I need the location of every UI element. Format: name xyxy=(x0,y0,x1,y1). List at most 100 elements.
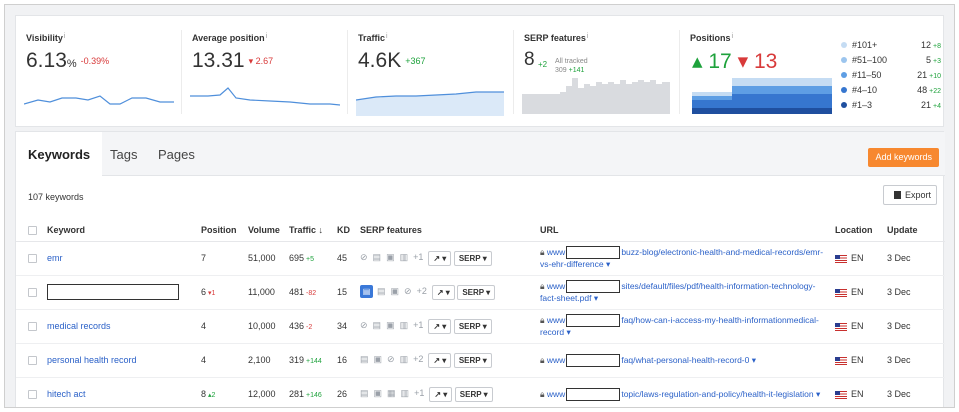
visibility-metric[interactable]: Visibilityi 6.13% -0.39% xyxy=(16,16,181,128)
keyword-link[interactable]: personal health record xyxy=(47,354,137,365)
kd-value: 16 xyxy=(337,343,360,378)
traffic-delta: +367 xyxy=(405,56,426,67)
serp-button[interactable]: SERP ▾ xyxy=(454,386,493,402)
positions-down: ▾ 13 xyxy=(737,50,778,73)
column-header-volume[interactable]: Volume xyxy=(248,219,289,242)
row-checkbox[interactable] xyxy=(28,287,37,297)
serp-features-metric[interactable]: SERP featuresi 8 +2 All tracked 309 +141 xyxy=(514,16,679,128)
image-pack-icon: ▤ xyxy=(372,252,382,263)
url-path[interactable]: faq/how-can-i-access-my-health-informati… xyxy=(540,314,819,337)
more-features-count: +2 xyxy=(413,354,424,365)
serp-button[interactable]: SERP ▾ xyxy=(453,352,492,368)
column-header-kd[interactable]: KD xyxy=(337,219,360,242)
average-position-metric[interactable]: Average positioni 13.31 ▾ 2.67 xyxy=(182,16,347,128)
trend-button[interactable]: ↗ ▾ xyxy=(431,284,455,300)
positions-legend: #101+ 12 +8 #51–100 5 +3 #11–50 21 +10 #4–10 48… xyxy=(841,40,941,115)
featured-snippet-icon: ▤ xyxy=(360,285,373,299)
serp-button[interactable]: SERP ▾ xyxy=(453,318,492,334)
positions-metric[interactable]: Positionsi ▴ 17 ▾ 13 xyxy=(680,16,840,128)
row-checkbox[interactable] xyxy=(28,356,37,366)
legend-item[interactable]: #11–50 21 +10 xyxy=(841,70,941,85)
url-path[interactable]: sites/default/files/pdf/health-informati… xyxy=(540,280,816,303)
keyword-link[interactable]: emr xyxy=(47,252,63,263)
traffic-value: 481 xyxy=(289,287,305,297)
url-prefix[interactable]: www xyxy=(546,388,566,399)
position-delta: ▾1 xyxy=(208,290,216,297)
url-path[interactable]: topic/laws-regulation-and-policy/health-… xyxy=(621,388,821,399)
lock-icon: 🔒︎ xyxy=(540,388,545,399)
column-header-serp-features[interactable]: SERP features xyxy=(360,219,540,242)
url-prefix[interactable]: www xyxy=(546,246,566,257)
table-row[interactable]: medical records 4 10,000 436 -2 34 ⊘ ▤ ▣ ▥ +1… xyxy=(16,309,945,344)
lock-icon: 🔒︎ xyxy=(540,314,545,325)
legend-item[interactable]: #51–100 5 +3 xyxy=(841,55,941,70)
table-row[interactable]: 6 ▾1 11,000 481 -82 15 ▤ ▤ ▣ ⊘ +2 ↗ ▾ SERP ▾ 🔒︎… xyxy=(16,275,945,310)
tab-tags[interactable]: Tags xyxy=(110,147,138,162)
tab-pages[interactable]: Pages xyxy=(158,147,195,162)
lock-icon: 🔒︎ xyxy=(540,280,545,291)
serp-features-delta: +2 xyxy=(538,60,548,69)
column-header-keyword[interactable]: Keyword xyxy=(47,224,86,235)
trend-button[interactable]: ↗ ▾ xyxy=(428,352,452,368)
sitelinks-icon: ▥ xyxy=(399,354,409,365)
us-flag-icon xyxy=(835,288,847,297)
trend-button[interactable]: ↗ ▾ xyxy=(428,318,452,334)
traffic-delta: -2 xyxy=(306,324,313,331)
dot-icon xyxy=(841,102,847,108)
faq-icon: ▣ xyxy=(386,320,395,331)
add-keywords-button[interactable]: Add keywords xyxy=(868,148,939,167)
traffic-value: 695 xyxy=(289,253,305,263)
tab-keywords[interactable]: Keywords xyxy=(16,132,103,177)
row-checkbox[interactable] xyxy=(28,254,37,264)
redacted-keyword xyxy=(47,284,179,300)
keyword-link[interactable]: hitech act xyxy=(47,388,86,399)
position-value: 7 xyxy=(201,253,207,263)
keywords-panel: Keywords Tags Pages Add keywords 107 key… xyxy=(15,131,945,407)
column-header-traffic[interactable]: Traffic ↓ xyxy=(289,219,337,242)
row-checkbox[interactable] xyxy=(28,390,37,400)
legend-item[interactable]: #101+ 12 +8 xyxy=(841,40,941,55)
table-row[interactable]: hitech act 8 ▴2 12,000 281 +146 26 ▤ ▣ ▦ ▥ +1 ↗… xyxy=(16,377,945,407)
volume-value: 12,000 xyxy=(248,377,289,407)
serp-button[interactable]: SERP ▾ xyxy=(453,250,492,266)
export-button[interactable]: Export xyxy=(883,185,937,205)
trend-button[interactable]: ↗ ▾ xyxy=(428,250,452,266)
select-all-checkbox[interactable] xyxy=(28,225,37,235)
traffic-value: 436 xyxy=(289,321,305,331)
column-header-update[interactable]: Update xyxy=(887,219,945,242)
more-features-count: +1 xyxy=(413,252,424,263)
link-icon: ⊘ xyxy=(360,320,368,331)
redacted-domain xyxy=(566,246,621,259)
visibility-value: 6.13 xyxy=(26,49,67,72)
positions-up: ▴ 17 xyxy=(692,50,732,73)
dot-icon xyxy=(841,42,847,48)
positions-stacked-chart xyxy=(692,78,832,114)
row-checkbox[interactable] xyxy=(28,322,37,332)
serp-button[interactable]: SERP ▾ xyxy=(457,284,496,300)
legend-item[interactable]: #4–10 48 +22 xyxy=(841,85,941,100)
location-value: EN xyxy=(851,355,864,365)
column-header-location[interactable]: Location xyxy=(835,219,887,242)
visibility-sparkline xyxy=(24,95,174,105)
url-path[interactable]: buzz-blog/electronic-health-and-medical-… xyxy=(540,246,824,269)
table-row[interactable]: emr 7 51,000 695+5 45 ⊘▤▣▥+1SERP ▾↗ ▾ SE… xyxy=(16,241,945,276)
trend-button[interactable]: ↗ ▾ xyxy=(429,386,453,402)
metric-divider xyxy=(181,30,182,114)
info-icon: i xyxy=(386,33,388,40)
image-pack-icon: ▤ xyxy=(360,388,369,399)
traffic-metric[interactable]: Traffici 4.6K +367 xyxy=(348,16,513,128)
column-header-url[interactable]: URL xyxy=(540,219,835,242)
dot-icon xyxy=(841,72,847,78)
url-prefix[interactable]: www xyxy=(546,280,566,291)
column-header-position[interactable]: Position xyxy=(201,219,248,242)
legend-item[interactable]: #1–3 21 +4 xyxy=(841,100,941,115)
traffic-value: 4.6K xyxy=(358,49,402,72)
volume-value: 11,000 xyxy=(248,275,289,310)
url-path[interactable]: faq/what-personal-health-record-0 ▾ xyxy=(621,354,756,365)
tab-bar: Keywords Tags Pages Add keywords xyxy=(16,132,945,177)
url-prefix[interactable]: www xyxy=(546,314,566,325)
keyword-link[interactable]: medical records xyxy=(47,320,111,331)
url-prefix[interactable]: www xyxy=(546,354,566,365)
info-icon: i xyxy=(265,33,268,40)
table-row[interactable]: personal health record 4 2,100 319 +144 1… xyxy=(16,343,945,378)
